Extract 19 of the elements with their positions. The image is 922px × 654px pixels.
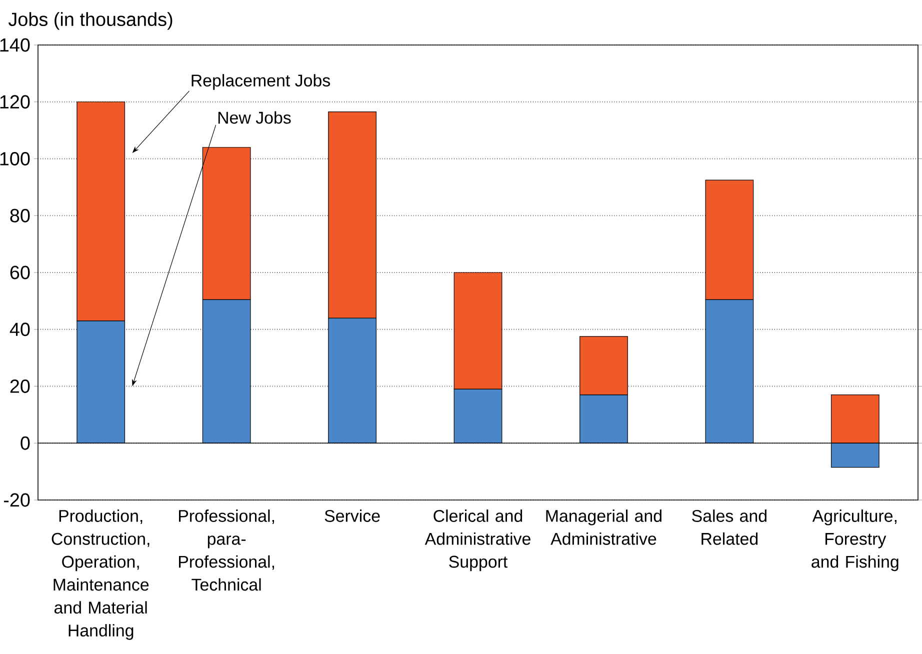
x-tick-label: Clerical and Administrative Support — [424, 510, 530, 572]
y-tick-label: 120 — [0, 95, 30, 109]
y-tick-label: -20 — [4, 493, 30, 507]
x-tick-label: Agriculture, Forestry and Fishing — [812, 510, 898, 572]
x-tick-label: Managerial and Administrative — [546, 510, 662, 545]
y-tick-label: 100 — [0, 152, 30, 166]
x-tick-label: Production, Construction, Operation, Maintenance and Material Handling — [52, 510, 150, 640]
y-tick-label: 0 — [20, 436, 30, 450]
x-tick-label: Professional, para-Professional, Technical — [179, 510, 274, 591]
y-tick-label: 140 — [0, 38, 30, 52]
annotation: New Jobs — [218, 111, 291, 124]
x-tick-label: Sales and Related — [692, 510, 766, 545]
y-tick-label: 20 — [10, 380, 30, 393]
x-tick-label: Service — [324, 510, 380, 522]
y-tick-label: 60 — [10, 266, 30, 280]
y-tick-label: 80 — [10, 208, 30, 222]
annotation: Replacement Jobs — [192, 74, 330, 90]
y-tick-label: 40 — [10, 322, 30, 336]
y-axis-title: Jobs (in thousands) — [8, 12, 172, 30]
